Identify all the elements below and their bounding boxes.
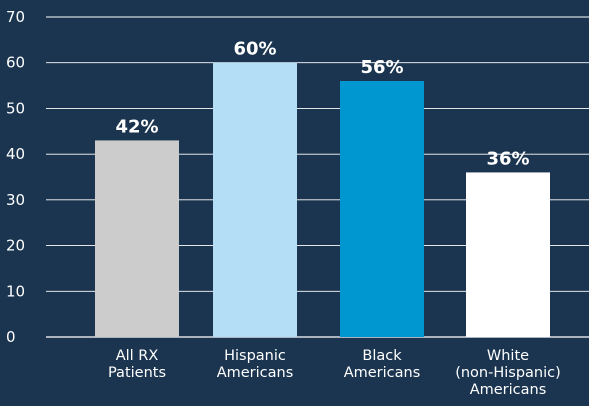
y-tick-label: 10 [6,282,25,300]
bar [95,140,179,337]
data-label: 42% [115,116,158,137]
category-label: Americans [217,365,294,381]
y-axis: 0 10 20 30 40 50 60 70 [6,8,25,346]
data-label: 36% [486,148,529,169]
data-labels: 42% 60% 56% 36% [115,39,529,170]
y-tick-label: 50 [6,99,25,117]
category-label: (non-Hispanic) [455,365,561,381]
bars [95,62,550,337]
category-label: Americans [470,382,547,398]
y-tick-label: 70 [6,8,25,26]
category-label: White [487,348,529,364]
bar [213,62,297,337]
y-tick-label: 0 [6,328,16,346]
category-label: Black [362,348,402,364]
x-axis: All RXPatientsHispanicAmericansBlackAmer… [108,348,561,398]
data-label: 60% [233,39,276,60]
y-tick-label: 60 [6,54,25,72]
category-label: Patients [108,365,166,381]
y-tick-label: 40 [6,145,25,163]
category-label: All RX [116,348,159,364]
data-label: 56% [360,57,403,78]
y-tick-label: 20 [6,237,25,255]
bar [466,172,550,337]
category-label: Americans [344,365,421,381]
bar [340,81,424,337]
y-tick-label: 30 [6,191,25,209]
category-label: Hispanic [224,348,286,364]
